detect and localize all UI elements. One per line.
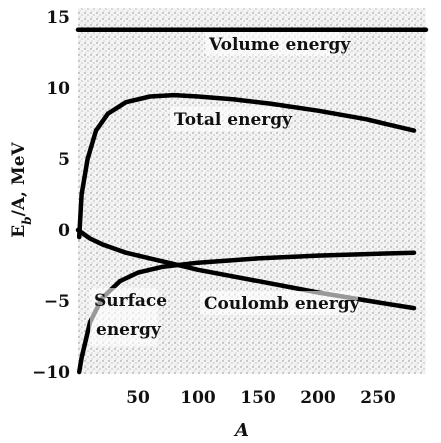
coulomb-energy-label: Coulomb energy [200,291,361,315]
x-tick-label: 100 [180,388,216,408]
y-tick-label: 5 [58,150,70,170]
surface-energy-curve [76,250,417,375]
y-tick-label: 15 [46,8,70,28]
surface-energy-label: Surface energy [90,288,167,346]
surface-energy-text-line2: energy [96,320,162,340]
total-energy-text: Total energy [174,110,293,130]
x-tick-label: 50 [126,388,150,408]
x-tick-label: 200 [300,388,336,408]
y-axis-title: Eb/A, MeV [9,141,34,237]
volume-energy-label: Volume energy [205,32,351,56]
y-tick-label: −5 [44,292,70,312]
surface-energy-text-line1: Surface [94,291,167,311]
total-energy-label: Total energy [170,107,293,131]
x-axis-title: A [233,420,249,441]
x-tick-label: 150 [240,388,276,408]
volume-energy-text: Volume energy [208,35,351,55]
total-energy-curve [76,92,417,240]
y-tick-label: −10 [32,363,70,383]
y-axis-ticks: 15 10 5 0 −5 −10 [32,8,70,383]
y-tick-label: 10 [46,79,70,99]
curves [75,27,429,375]
x-axis-ticks: 50 100 150 200 250 [126,388,396,408]
y-tick-label: 0 [58,221,70,241]
coulomb-energy-text: Coulomb energy [204,294,361,314]
x-tick-label: 250 [360,388,396,408]
